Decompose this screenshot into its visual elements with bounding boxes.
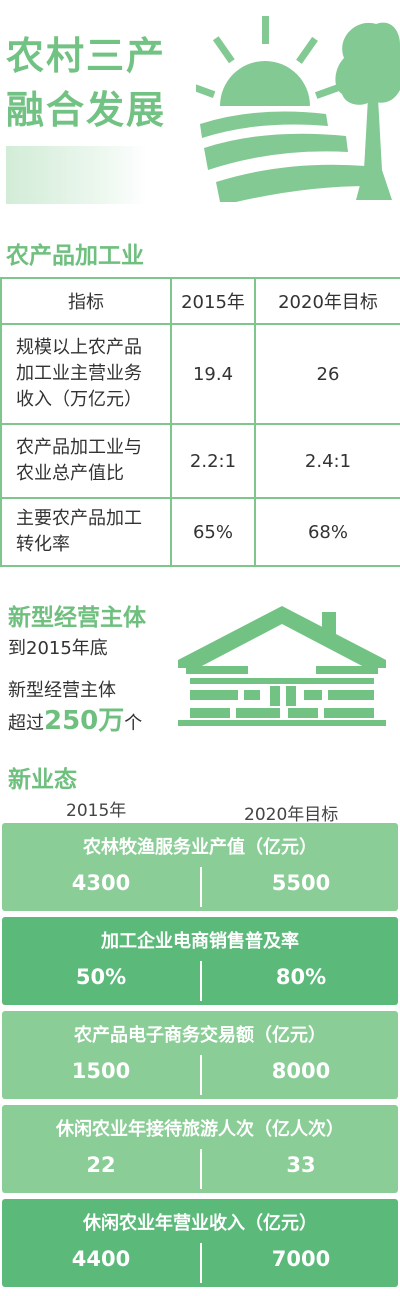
section-title-new-operators: 新型经营主体 (8, 605, 146, 631)
stat-value-2020: 7000 (271, 1247, 331, 1271)
card-divider (200, 1149, 202, 1189)
column-label-2020: 2020年目标 (244, 805, 339, 825)
indicator-cell: 主要农产品加工 转化率 (0, 497, 172, 567)
indicator-text: 转化率 (16, 534, 70, 555)
big-number: 250万 (44, 706, 125, 736)
stat-card-title: 休闲农业年营业收入（亿元） (83, 1213, 317, 1234)
house-icon (178, 606, 386, 726)
new-operators-text: 新型经营主体 (8, 680, 116, 701)
stat-card: 农林牧渔服务业产值（亿元） 4300 5500 (2, 823, 398, 911)
indicator-text: 主要农产品加工 (16, 508, 142, 529)
unit-suffix: 个 (124, 713, 143, 734)
column-label-2015: 2015年 (66, 801, 127, 821)
card-divider (200, 961, 202, 1001)
page-title-line-2: 融合发展 (6, 88, 167, 132)
page-title-line-1: 农村三产 (6, 34, 167, 78)
stat-card-title: 加工企业电商销售普及率 (101, 931, 299, 952)
value-2020-cell: 2.4:1 (254, 423, 400, 499)
table-header-row: 指标 2015年 2020年目标 (0, 277, 400, 325)
stat-card: 休闲农业年营业收入（亿元） 4400 7000 (2, 1199, 398, 1287)
stat-value-2015: 4400 (71, 1247, 131, 1271)
stat-card-title: 休闲农业年接待旅游人次（亿人次） (56, 1119, 344, 1140)
over-250-wan-line: 超过250万个 (8, 700, 142, 737)
stat-value-2015: 4300 (71, 871, 131, 895)
stat-card: 休闲农业年接待旅游人次（亿人次） 22 33 (2, 1105, 398, 1193)
value-2020-cell: 26 (254, 323, 400, 425)
indicator-cell: 农产品加工业与 农业总产值比 (0, 423, 172, 499)
value-2015-cell: 19.4 (170, 323, 256, 425)
stat-value-2015: 22 (86, 1153, 116, 1177)
stat-card: 农产品电子商务交易额（亿元） 1500 8000 (2, 1011, 398, 1099)
card-divider (200, 1055, 202, 1095)
over-prefix: 超过 (8, 713, 44, 734)
indicator-text: 加工业主营业务 (16, 363, 142, 384)
stat-value-2020: 80% (275, 965, 327, 989)
indicator-text: 农产品加工业与 (16, 437, 142, 458)
indicator-text: 规模以上农产品 (16, 337, 142, 358)
indicator-cell: 规模以上农产品 加工业主营业务 收入（万亿元） (0, 323, 172, 425)
title-decoration-bar (6, 146, 148, 204)
stat-card-title: 农林牧渔服务业产值（亿元） (83, 837, 317, 858)
sun-field-tree-illustration (196, 16, 400, 202)
indicator-text: 农业总产值比 (16, 463, 124, 484)
by-end-2015-text: 到2015年底 (8, 638, 108, 659)
stat-value-2020: 33 (286, 1153, 316, 1177)
stat-value-2020: 5500 (271, 871, 331, 895)
stat-value-2015: 1500 (71, 1059, 131, 1083)
stat-card-title: 农产品电子商务交易额（亿元） (74, 1025, 326, 1046)
table-row: 规模以上农产品 加工业主营业务 收入（万亿元） 19.4 26 (0, 323, 400, 425)
value-2015-cell: 2.2:1 (170, 423, 256, 499)
card-divider (200, 867, 202, 907)
stat-card: 加工企业电商销售普及率 50% 80% (2, 917, 398, 1005)
table-row: 主要农产品加工 转化率 65% 68% (0, 497, 400, 567)
indicator-text: 收入（万亿元） (16, 389, 142, 410)
value-2015-cell: 65% (170, 497, 256, 567)
value-2020-cell: 68% (254, 497, 400, 567)
column-header: 2015年 (170, 277, 256, 325)
processing-industry-table: 指标 2015年 2020年目标 规模以上农产品 加工业主营业务 收入（万亿元）… (0, 277, 400, 567)
section-title-new-formats: 新业态 (8, 767, 77, 793)
column-header: 指标 (0, 277, 172, 325)
card-divider (200, 1243, 202, 1283)
stat-value-2015: 50% (75, 965, 127, 989)
stat-value-2020: 8000 (271, 1059, 331, 1083)
table-row: 农产品加工业与 农业总产值比 2.2:1 2.4:1 (0, 423, 400, 499)
section-title-processing-industry: 农产品加工业 (6, 243, 144, 269)
column-header: 2020年目标 (254, 277, 400, 325)
